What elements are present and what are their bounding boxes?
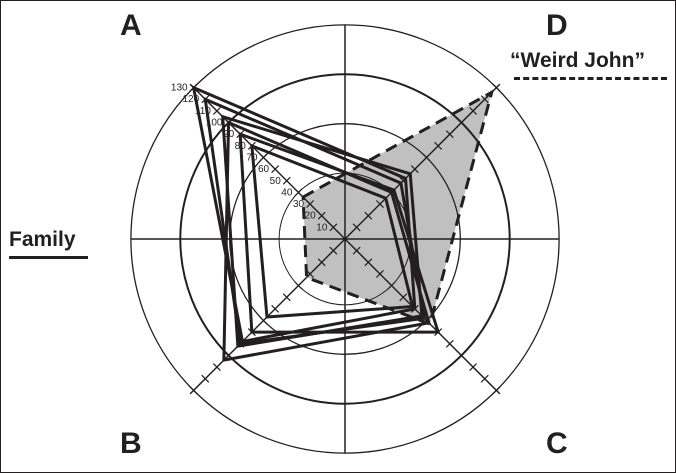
axis-tick-b-50 — [282, 293, 291, 302]
quadrant-label-c: C — [546, 427, 568, 460]
axis-tick-b-110 — [212, 363, 221, 372]
weird-john-legend-line — [514, 77, 667, 80]
axis-tick-d-100 — [457, 118, 466, 127]
axis-tick-a-20 — [317, 211, 326, 220]
tick-label-110: 110 — [195, 106, 211, 117]
quadrant-label-b: B — [120, 427, 142, 460]
axis-tick-a-110 — [212, 106, 221, 115]
axis-tick-b-40 — [294, 281, 303, 290]
axis-tick-b-70 — [259, 316, 268, 325]
axis-tick-d-130 — [492, 83, 501, 92]
axis-tick-d-90 — [445, 130, 454, 139]
family-legend-line — [9, 256, 88, 259]
axis-tick-b-120 — [201, 374, 210, 383]
axis-tick-d-10 — [352, 223, 361, 232]
axis-tick-a-50 — [282, 176, 291, 185]
axis-tick-c-120 — [480, 374, 489, 383]
family-series-line-3 — [221, 114, 424, 348]
axis-line-d — [344, 83, 501, 240]
family-series-line-5 — [250, 143, 415, 319]
tick-label-40: 40 — [281, 187, 293, 198]
axis-tick-a-60 — [271, 165, 280, 174]
axis-tick-a-10 — [329, 223, 338, 232]
family-series-line-2 — [203, 96, 426, 346]
axis-tick-b-130 — [189, 386, 198, 395]
axis-tick-b-60 — [271, 304, 280, 313]
axis-tick-d-120 — [480, 95, 489, 104]
tick-label-10: 10 — [316, 222, 328, 233]
axis-tick-c-110 — [469, 363, 478, 372]
quadrant-label-a: A — [120, 9, 142, 42]
weird-john-legend-label: “Weird John” — [510, 49, 645, 72]
axis-tick-d-60 — [410, 165, 419, 174]
axis-tick-c-10 — [352, 246, 361, 255]
axis-tick-c-50 — [399, 293, 408, 302]
axis-tick-b-10 — [329, 246, 338, 255]
tick-label-100: 100 — [206, 118, 223, 129]
weird-john-line — [301, 89, 495, 327]
axis-tick-b-20 — [317, 258, 326, 267]
axis-tick-a-30 — [306, 200, 315, 209]
axis-tick-c-100 — [457, 351, 466, 360]
axis-tick-c-40 — [387, 281, 396, 290]
axis-tick-d-30 — [375, 200, 384, 209]
tick-label-30: 30 — [293, 199, 305, 210]
axis-tick-d-20 — [364, 211, 373, 220]
tick-label-120: 120 — [183, 94, 200, 105]
tick-label-20: 20 — [305, 211, 317, 222]
axis-tick-c-130 — [492, 386, 501, 395]
axis-tick-a-40 — [294, 188, 303, 197]
quadrant-label-d: D — [546, 9, 568, 42]
axis-tick-c-90 — [445, 339, 454, 348]
axis-tick-a-70 — [259, 153, 268, 162]
tick-label-50: 50 — [270, 176, 282, 187]
family-legend-label: Family — [9, 228, 76, 251]
axis-tick-c-20 — [364, 258, 373, 267]
axis-line-a — [189, 83, 346, 240]
axis-tick-d-70 — [422, 153, 431, 162]
tick-label-60: 60 — [258, 164, 270, 175]
axis-tick-c-30 — [375, 269, 384, 278]
axis-tick-d-80 — [434, 141, 443, 150]
tick-label-130: 130 — [171, 83, 188, 94]
axis-tick-d-110 — [469, 106, 478, 115]
